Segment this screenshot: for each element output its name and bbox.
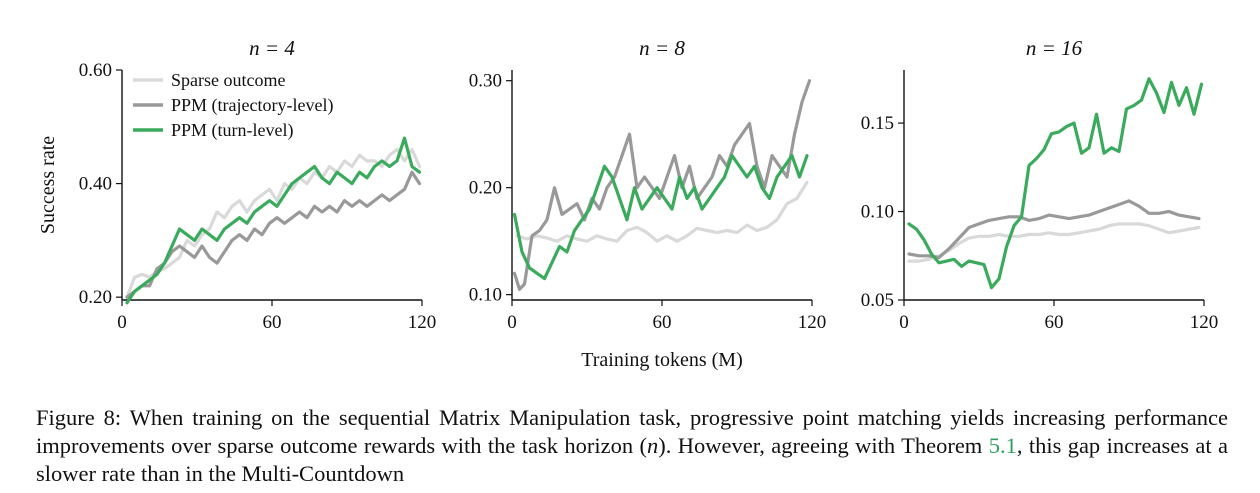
y-tick-label: 0.30 bbox=[469, 71, 502, 92]
y-tick-label: 0.10 bbox=[861, 202, 894, 223]
caption-text-1: Figure 8: When training on the sequentia… bbox=[36, 405, 1228, 458]
panel-3: 0 60 120 0.05 0.10 0.15 n = 16 bbox=[861, 36, 1219, 333]
series-line-sparse-outcome bbox=[515, 180, 809, 243]
caption-text-3: , this gap increases at a slower rate th… bbox=[36, 433, 1228, 486]
series-line-ppm-trajectory-level bbox=[907, 199, 1201, 260]
panel-title: n = 16 bbox=[1026, 36, 1083, 60]
series-line-sparse-outcome bbox=[125, 147, 422, 299]
legend-entry: PPM (trajectory-level) bbox=[171, 95, 333, 116]
x-tick-label: 120 bbox=[798, 312, 827, 333]
legend-entry: Sparse outcome bbox=[171, 70, 285, 90]
y-tick-label: 0.60 bbox=[79, 60, 112, 81]
series-line-sparse-outcome bbox=[907, 222, 1201, 263]
series-line-ppm-turn-level bbox=[125, 136, 422, 305]
series-line-ppm-trajectory-level bbox=[125, 170, 422, 299]
x-tick-label: 60 bbox=[263, 312, 282, 333]
y-tick-label: 0.05 bbox=[861, 290, 894, 311]
caption-variable: n bbox=[646, 433, 659, 458]
x-tick-label: 120 bbox=[1190, 312, 1219, 333]
y-tick-label: 0.40 bbox=[79, 174, 112, 195]
x-tick-label: 120 bbox=[408, 312, 437, 333]
theorem-reference-link[interactable]: 5.1 bbox=[988, 433, 1017, 458]
caption-text-2: ). However, agreeing with Theorem bbox=[658, 433, 989, 458]
x-tick-label: 0 bbox=[899, 312, 909, 333]
y-tick-label: 0.10 bbox=[469, 285, 502, 306]
y-tick-label: 0.20 bbox=[79, 287, 112, 308]
figure-caption: Figure 8: When training on the sequentia… bbox=[36, 404, 1228, 488]
panel-1: 0 60 120 0.20 0.40 0.60 n = 4 Success rate Spars… bbox=[37, 36, 436, 333]
series-line-ppm-trajectory-level bbox=[512, 79, 812, 291]
y-tick-label: 0.20 bbox=[469, 178, 502, 199]
series-line-ppm-turn-level bbox=[907, 77, 1204, 290]
panel-2: 0 60 120 0.10 0.20 0.30 n = 8 Training tokens (… bbox=[469, 36, 827, 371]
x-tick-label: 0 bbox=[507, 312, 517, 333]
x-tick-label: 60 bbox=[1045, 312, 1064, 333]
x-tick-label: 60 bbox=[653, 312, 672, 333]
x-tick-label: 0 bbox=[117, 312, 127, 333]
panel-title: n = 4 bbox=[249, 36, 295, 60]
panel-title: n = 8 bbox=[639, 36, 685, 60]
series-line-ppm-turn-level bbox=[512, 154, 809, 281]
legend-entry: PPM (turn-level) bbox=[171, 120, 293, 141]
x-axis-label: Training tokens (M) bbox=[581, 349, 742, 371]
y-axis-label: Success rate bbox=[37, 136, 59, 234]
figure-panels: 0 60 120 0.20 0.40 0.60 n = 4 Success rate Spars… bbox=[37, 36, 1219, 371]
y-tick-label: 0.15 bbox=[861, 113, 894, 134]
